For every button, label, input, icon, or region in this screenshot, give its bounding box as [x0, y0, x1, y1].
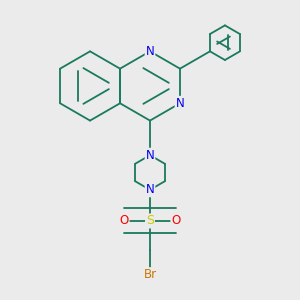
Text: O: O: [171, 214, 181, 227]
Text: Br: Br: [143, 268, 157, 281]
Text: N: N: [146, 45, 154, 58]
Text: N: N: [146, 183, 154, 196]
Text: N: N: [176, 97, 184, 110]
Text: S: S: [146, 214, 154, 227]
Text: O: O: [119, 214, 129, 227]
Text: N: N: [146, 149, 154, 162]
